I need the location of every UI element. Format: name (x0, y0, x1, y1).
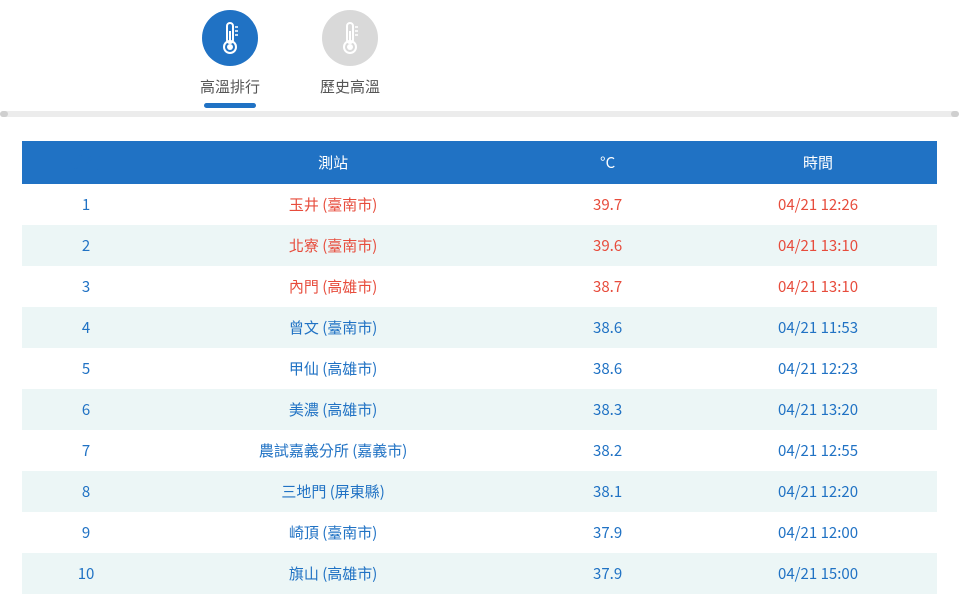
tab-underline (204, 103, 256, 108)
table-row: 7農試嘉義分所 (嘉義市)38.204/21 12:55 (22, 430, 937, 471)
cell-station[interactable]: 甲仙 (高雄市) (150, 348, 516, 389)
table-row: 2北寮 (臺南市)39.604/21 13:10 (22, 225, 937, 266)
tab-label: 高溫排行 (200, 76, 260, 97)
cell-station[interactable]: 農試嘉義分所 (嘉義市) (150, 430, 516, 471)
table-row: 1玉井 (臺南市)39.704/21 12:26 (22, 184, 937, 225)
tab-high-temp-ranking[interactable]: 高溫排行 (200, 10, 260, 97)
cell-rank: 9 (22, 512, 150, 553)
thermometer-icon (202, 10, 258, 66)
cell-rank: 2 (22, 225, 150, 266)
cell-time: 04/21 12:20 (699, 471, 937, 512)
col-header-temp: °C (516, 141, 699, 184)
cell-station[interactable]: 曾文 (臺南市) (150, 307, 516, 348)
cell-time: 04/21 12:55 (699, 430, 937, 471)
cell-station[interactable]: 內門 (高雄市) (150, 266, 516, 307)
tab-historical-high-temp[interactable]: 歷史高溫 (320, 10, 380, 97)
cell-rank: 8 (22, 471, 150, 512)
cell-rank: 4 (22, 307, 150, 348)
table-row: 10旗山 (高雄市)37.904/21 15:00 (22, 553, 937, 594)
cell-time: 04/21 12:26 (699, 184, 937, 225)
cell-rank: 7 (22, 430, 150, 471)
table-header-row: 排行 測站 °C 時間 (22, 141, 937, 184)
cell-time: 04/21 13:10 (699, 225, 937, 266)
table-row: 5甲仙 (高雄市)38.604/21 12:23 (22, 348, 937, 389)
table-body: 1玉井 (臺南市)39.704/21 12:262北寮 (臺南市)39.604/… (22, 184, 937, 594)
cell-temp: 39.7 (516, 184, 699, 225)
cell-time: 04/21 12:23 (699, 348, 937, 389)
cell-temp: 38.2 (516, 430, 699, 471)
cell-rank: 10 (22, 553, 150, 594)
cell-station[interactable]: 北寮 (臺南市) (150, 225, 516, 266)
col-header-time: 時間 (699, 141, 937, 184)
cell-rank: 5 (22, 348, 150, 389)
cell-station[interactable]: 美濃 (高雄市) (150, 389, 516, 430)
cell-temp: 39.6 (516, 225, 699, 266)
col-header-rank: 排行 (22, 141, 150, 184)
cell-temp: 37.9 (516, 512, 699, 553)
cell-station[interactable]: 崎頂 (臺南市) (150, 512, 516, 553)
cell-time: 04/21 13:20 (699, 389, 937, 430)
cell-rank: 3 (22, 266, 150, 307)
table-row: 3內門 (高雄市)38.704/21 13:10 (22, 266, 937, 307)
tab-label: 歷史高溫 (320, 76, 380, 97)
ranking-table-container: 排行 測站 °C 時間 1玉井 (臺南市)39.704/21 12:262北寮 … (0, 117, 959, 594)
table-row: 6美濃 (高雄市)38.304/21 13:20 (22, 389, 937, 430)
table-row: 8三地門 (屏東縣)38.104/21 12:20 (22, 471, 937, 512)
tabs-bar: 高溫排行 歷史高溫 (0, 0, 959, 105)
ranking-table: 排行 測站 °C 時間 1玉井 (臺南市)39.704/21 12:262北寮 … (22, 141, 937, 594)
table-row: 4曾文 (臺南市)38.604/21 11:53 (22, 307, 937, 348)
cell-station[interactable]: 三地門 (屏東縣) (150, 471, 516, 512)
cell-time: 04/21 15:00 (699, 553, 937, 594)
cell-temp: 38.6 (516, 348, 699, 389)
cell-station[interactable]: 玉井 (臺南市) (150, 184, 516, 225)
cell-rank: 6 (22, 389, 150, 430)
table-row: 9崎頂 (臺南市)37.904/21 12:00 (22, 512, 937, 553)
cell-temp: 38.1 (516, 471, 699, 512)
cell-temp: 38.7 (516, 266, 699, 307)
cell-rank: 1 (22, 184, 150, 225)
cell-temp: 38.6 (516, 307, 699, 348)
cell-time: 04/21 11:53 (699, 307, 937, 348)
cell-time: 04/21 13:10 (699, 266, 937, 307)
cell-temp: 37.9 (516, 553, 699, 594)
section-divider (0, 111, 959, 117)
thermometer-icon (322, 10, 378, 66)
cell-station[interactable]: 旗山 (高雄市) (150, 553, 516, 594)
col-header-station: 測站 (150, 141, 516, 184)
cell-temp: 38.3 (516, 389, 699, 430)
cell-time: 04/21 12:00 (699, 512, 937, 553)
